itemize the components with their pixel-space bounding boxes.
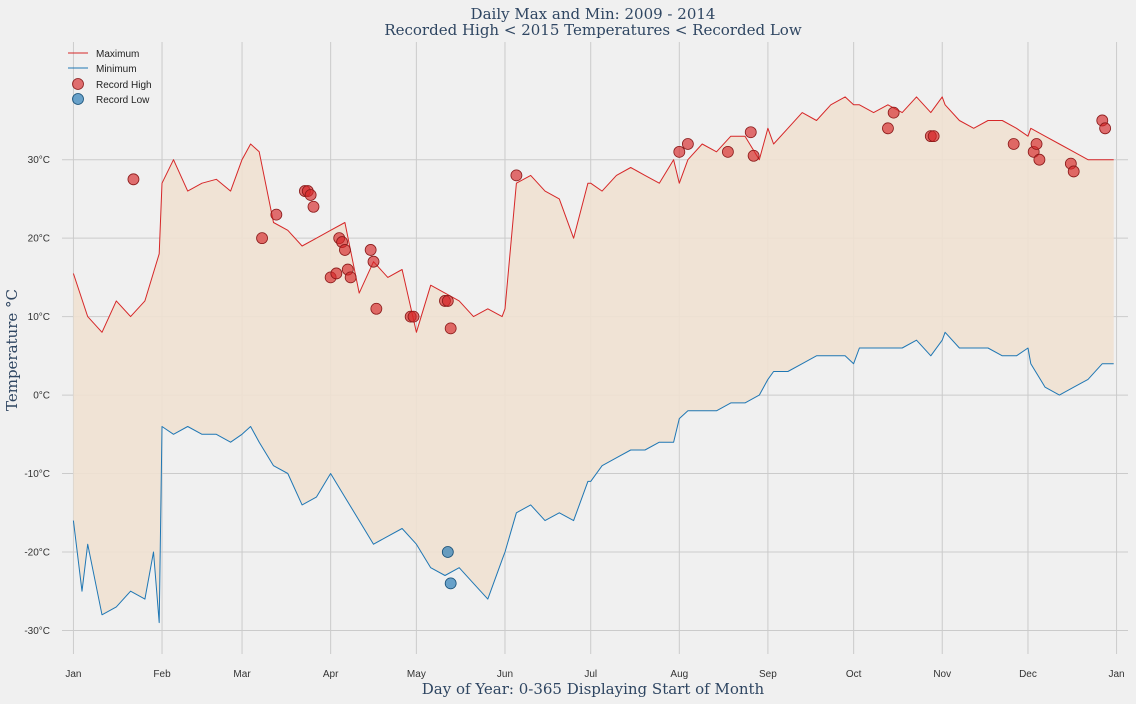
series-lines (72, 96, 1114, 624)
record-point-record-high (344, 271, 357, 284)
x-tick-label: Feb (153, 669, 171, 680)
legend-record-high-label: Record High (96, 80, 152, 91)
record-point-record-high (927, 130, 940, 143)
x-tick-label: Aug (670, 669, 688, 680)
record-point-record-high (510, 169, 523, 182)
series-line-minimum (72, 331, 1114, 624)
x-tick-label: May (407, 669, 426, 680)
record-markers (127, 106, 1112, 590)
x-tick-label: Oct (846, 669, 862, 680)
y-tick-label: 20°C (28, 234, 50, 245)
x-tick-label: Jan (65, 669, 81, 680)
x-tick-label: Mar (233, 669, 251, 680)
legend-record-low-label: Record Low (96, 95, 150, 106)
record-point-record-high (673, 145, 686, 158)
record-point-record-high (304, 189, 317, 201)
series-line-maximum (72, 96, 1114, 333)
record-point-record-high (1033, 153, 1046, 166)
record-point-record-high (330, 267, 343, 280)
x-tick-label: Nov (933, 669, 951, 680)
x-tick-label: Dec (1019, 669, 1037, 680)
x-tick-label: Jul (584, 669, 597, 680)
chart-subtitle: Recorded High < 2015 Temperatures < Reco… (384, 21, 801, 39)
x-tick-label: Jun (497, 669, 513, 680)
legend-record-high-marker (72, 78, 84, 90)
record-point-record-high (1030, 138, 1043, 150)
y-axis-label: Temperature °C (3, 289, 21, 411)
record-point-record-high (367, 255, 380, 268)
record-point-record-high (444, 322, 457, 335)
record-point-record-high (1007, 138, 1020, 150)
record-point-record-high (339, 244, 351, 256)
record-point-record-high (270, 208, 283, 221)
record-point-record-high (1099, 122, 1112, 135)
legend-maximum-label: Maximum (96, 49, 139, 60)
record-point-record-high (127, 173, 140, 186)
y-tick-label: 30°C (28, 155, 50, 166)
y-tick-label: 10°C (28, 312, 50, 323)
legend-record-low-marker (72, 93, 84, 105)
record-point-record-high (887, 106, 900, 119)
range-fill-area (73, 96, 1114, 623)
legend: Maximum Minimum Record High Record Low (68, 49, 152, 106)
record-point-record-high (747, 149, 760, 162)
record-point-record-high (307, 200, 320, 213)
y-tick-label: -20°C (24, 548, 50, 559)
record-point-record-high (1067, 165, 1080, 178)
record-point-record-high (441, 295, 454, 307)
y-tick-label: 0°C (33, 391, 50, 402)
record-point-record-high (370, 302, 383, 315)
x-tick-label: Sep (759, 669, 777, 680)
record-point-record-high (882, 122, 894, 135)
legend-minimum-label: Minimum (96, 64, 137, 75)
record-point-record-high (721, 145, 734, 158)
record-point-record-high (681, 138, 694, 150)
y-tick-label: -10°C (24, 469, 50, 480)
record-point-record-high (744, 126, 757, 139)
record-point-record-high (364, 244, 377, 256)
x-tick-label: Apr (323, 669, 339, 680)
record-point-record-high (256, 232, 268, 245)
x-axis-label: Day of Year: 0-365 Displaying Start of M… (422, 680, 765, 698)
y-tick-label: -30°C (24, 626, 50, 637)
record-point-record-high (407, 310, 420, 323)
record-point-record-low (441, 546, 454, 558)
tick-labels: Jan Feb Mar Apr May Jun Jul Aug Sep Oct Nov Dec Jan -… (24, 155, 1124, 680)
x-tick-label: Jan (1109, 669, 1125, 680)
range-fill (73, 96, 1114, 623)
chart-title: Daily Max and Min: 2009 - 2014 (471, 5, 716, 23)
record-point-record-low (444, 577, 457, 590)
